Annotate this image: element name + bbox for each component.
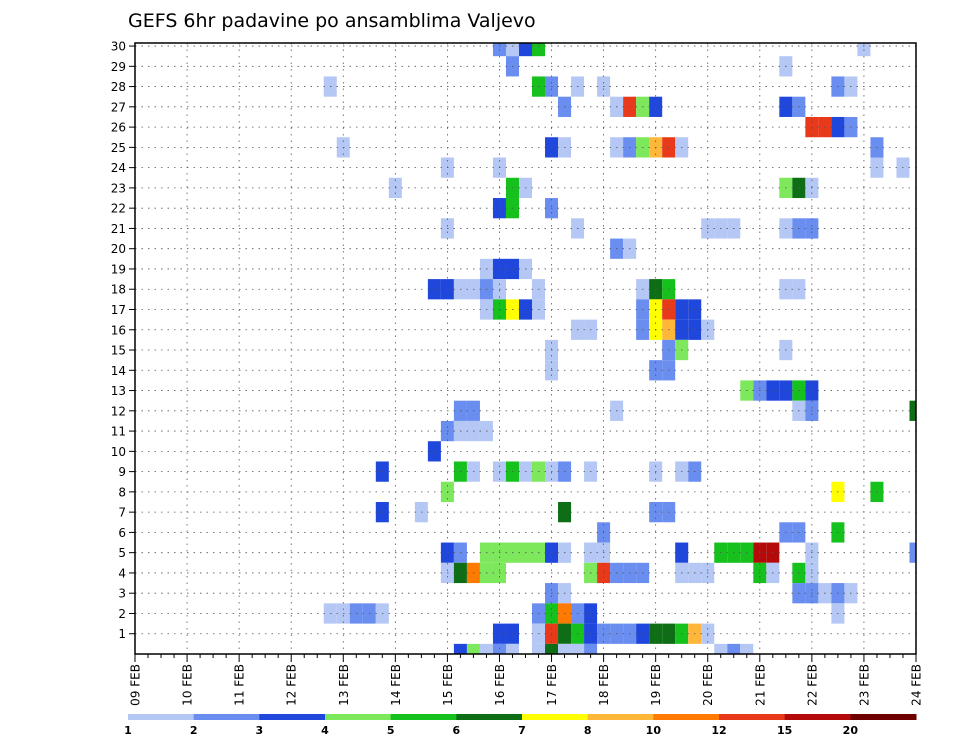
- heatmap-cell: [466, 643, 480, 654]
- legend-swatch: [193, 714, 260, 720]
- x-tick-label: 14 FEB: [389, 664, 403, 706]
- y-tick-label: 23: [111, 181, 126, 195]
- x-tick-label: 12 FEB: [285, 664, 299, 706]
- x-tick-label: 19 FEB: [649, 664, 663, 706]
- heatmap-cell: [558, 643, 572, 654]
- legend-swatch: [259, 714, 326, 720]
- x-tick-label: 15 FEB: [441, 664, 455, 706]
- y-tick-label: 20: [111, 242, 126, 256]
- y-tick-label: 12: [111, 404, 126, 418]
- y-tick-label: 25: [111, 141, 126, 155]
- y-tick-label: 13: [111, 384, 126, 398]
- legend-label: 15: [777, 724, 792, 737]
- legend-label: 4: [321, 724, 329, 737]
- legend-label: 3: [256, 724, 264, 737]
- y-tick-label: 4: [118, 566, 126, 580]
- x-tick-label: 16 FEB: [493, 664, 507, 706]
- legend-swatch: [325, 714, 392, 720]
- heatmap-cell: [909, 400, 916, 421]
- y-tick-label: 18: [111, 283, 126, 297]
- legend-swatch: [850, 714, 917, 720]
- y-tick-label: 26: [111, 121, 126, 135]
- legend-swatch: [653, 714, 720, 720]
- y-tick-label: 3: [118, 587, 126, 601]
- legend-label: 5: [387, 724, 395, 737]
- y-tick-label: 1: [118, 627, 126, 641]
- color-legend: 1 2 3 4 5 6 7 8 10 12 15 20: [124, 714, 917, 737]
- heatmap-cell: [453, 643, 467, 654]
- grid-lines: [135, 43, 916, 654]
- y-tick-label: 6: [118, 526, 126, 540]
- x-tick-label: 24 FEB: [910, 664, 924, 706]
- x-tick-label: 10 FEB: [181, 664, 195, 706]
- legend-swatch: [390, 714, 457, 720]
- legend-swatch: [128, 714, 195, 720]
- y-axis: 1234567891011121314151617181920212223242…: [111, 40, 135, 641]
- x-tick-label: 09 FEB: [129, 664, 143, 706]
- heatmap-cells: [323, 43, 916, 654]
- heatmap-cell: [584, 643, 598, 654]
- y-tick-label: 27: [111, 100, 126, 114]
- chart-title: GEFS 6hr padavine po ansamblima Valjevo: [128, 10, 536, 32]
- x-tick-label: 11 FEB: [233, 664, 247, 706]
- heatmap-cell: [714, 643, 728, 654]
- legend-label: 20: [843, 724, 859, 737]
- y-tick-label: 7: [118, 506, 126, 520]
- x-tick-label: 18 FEB: [597, 664, 611, 706]
- x-tick-label: 17 FEB: [545, 664, 559, 706]
- legend-label: 10: [646, 724, 662, 737]
- heatmap-cell: [740, 643, 754, 654]
- y-tick-label: 17: [111, 303, 126, 317]
- legend-label: 6: [453, 724, 461, 737]
- legend-swatch: [784, 714, 851, 720]
- x-axis: 09 FEB 10 FEB 11 FEB 12 FEB 13 FEB 14 FEB 15 F…: [129, 654, 924, 706]
- legend-label: 8: [584, 724, 592, 737]
- y-tick-label: 11: [111, 425, 126, 439]
- x-tick-label: 21 FEB: [753, 664, 767, 706]
- y-tick-label: 9: [118, 465, 126, 479]
- heatmap-cell: [505, 43, 519, 57]
- y-tick-label: 8: [118, 485, 126, 499]
- legend-label: 1: [124, 724, 132, 737]
- y-tick-label: 22: [111, 202, 126, 216]
- y-tick-label: 19: [111, 262, 126, 276]
- heatmap-cell: [909, 542, 916, 563]
- legend-swatch: [522, 714, 589, 720]
- legend-swatch: [456, 714, 523, 720]
- y-tick-label: 30: [111, 40, 126, 54]
- x-tick-label: 13 FEB: [337, 664, 351, 706]
- y-tick-label: 10: [111, 445, 126, 459]
- y-tick-label: 28: [111, 80, 126, 94]
- y-tick-label: 2: [118, 607, 126, 621]
- legend-swatch: [587, 714, 654, 720]
- x-tick-label: 22 FEB: [805, 664, 819, 706]
- y-tick-label: 21: [111, 222, 126, 236]
- heatmap-cell: [571, 643, 585, 654]
- y-tick-label: 24: [111, 161, 126, 175]
- x-tick-label: 20 FEB: [701, 664, 715, 706]
- heatmap-cell: [505, 643, 519, 654]
- heatmap-cell: [532, 43, 546, 57]
- y-tick-label: 15: [111, 344, 126, 358]
- heatmap-cell: [479, 643, 493, 654]
- legend-label: 7: [518, 724, 526, 737]
- y-tick-label: 14: [111, 364, 126, 378]
- y-tick-label: 16: [111, 323, 126, 337]
- heatmap-cell: [727, 643, 741, 654]
- heatmap-cell: [518, 43, 533, 57]
- legend-swatch: [719, 714, 786, 720]
- y-tick-label: 5: [118, 546, 126, 560]
- legend-label: 12: [711, 724, 726, 737]
- heatmap-cell: [532, 643, 546, 654]
- legend-label: 2: [190, 724, 198, 737]
- x-tick-label: 23 FEB: [857, 664, 871, 706]
- y-tick-label: 29: [111, 60, 126, 74]
